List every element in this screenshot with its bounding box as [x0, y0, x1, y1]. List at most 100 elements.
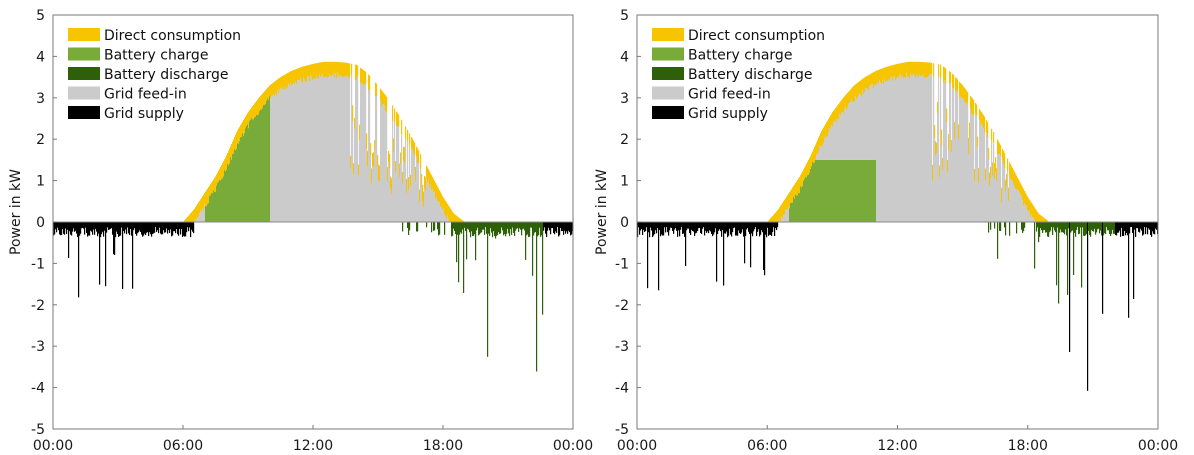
direct-consumption-bar	[1007, 158, 1009, 171]
grid-feed-in-bar	[904, 77, 906, 222]
direct-consumption-bar	[204, 193, 206, 205]
direct-consumption-bar	[301, 67, 303, 83]
grid-feed-in-bar	[817, 154, 819, 160]
battery-discharge-bar	[520, 222, 522, 230]
direct-consumption-bar	[411, 136, 413, 149]
direct-consumption-bar	[844, 96, 846, 110]
grid-supply-bar	[161, 222, 163, 235]
grid-feed-in-bar	[940, 77, 942, 222]
grid-feed-in-bar	[302, 83, 304, 223]
direct-consumption-bar	[795, 183, 797, 195]
direct-consumption-bar	[907, 61, 909, 77]
grid-feed-in-bar	[351, 74, 353, 222]
grid-feed-in-bar	[373, 166, 375, 222]
grid-feed-in-bar	[950, 83, 952, 222]
direct-consumption-bar	[822, 129, 824, 146]
battery-charge-bar	[849, 159, 851, 222]
grid-feed-in-bar	[1021, 195, 1023, 222]
grid-feed-in-bar	[952, 87, 954, 222]
direct-consumption-bar	[246, 114, 248, 126]
battery-discharge-bar	[1106, 222, 1108, 228]
grid-supply-bar	[65, 222, 67, 229]
grid-feed-in-bar	[384, 105, 386, 222]
direct-consumption-bar	[959, 81, 961, 98]
battery-charge-bar	[837, 159, 839, 222]
grid-supply-bar	[732, 222, 734, 233]
grid-feed-in-bar	[929, 73, 931, 222]
grid-feed-in-bar	[838, 119, 840, 160]
direct-consumption-bar	[878, 69, 880, 84]
grid-supply-bar	[55, 222, 57, 230]
battery-discharge-bar	[534, 222, 536, 233]
grid-feed-in-bar	[367, 166, 369, 222]
grid-supply-bar	[720, 222, 722, 232]
grid-feed-in-bar	[201, 212, 203, 222]
direct-consumption-bar	[908, 61, 910, 77]
battery-charge-bar	[225, 171, 227, 222]
grid-feed-in-bar	[387, 181, 389, 222]
grid-supply-bar	[1144, 222, 1146, 228]
direct-consumption-bar	[815, 144, 817, 160]
grid-feed-in-bar	[909, 78, 911, 222]
direct-consumption-bar	[263, 92, 265, 106]
battery-discharge-bar	[540, 222, 542, 237]
direct-consumption-bar	[802, 171, 804, 186]
direct-consumption-bar	[303, 66, 305, 77]
direct-consumption-bar	[229, 148, 231, 164]
direct-consumption-bar	[232, 141, 234, 155]
grid-feed-in-bar	[330, 75, 332, 222]
grid-supply-bar	[1149, 222, 1151, 230]
direct-consumption-bar	[392, 105, 394, 122]
battery-charge-bar	[215, 192, 217, 222]
battery-charge-bar	[858, 159, 860, 222]
grid-supply-bar	[138, 222, 140, 233]
direct-consumption-bar	[935, 141, 937, 156]
grid-supply-bar	[775, 222, 777, 228]
grid-supply-bar	[648, 222, 650, 233]
direct-consumption-bar	[330, 61, 332, 76]
grid-feed-in-bar	[353, 174, 355, 222]
grid-supply-bar	[75, 222, 77, 231]
battery-discharge-bar	[1092, 222, 1094, 232]
direct-consumption-bar	[797, 179, 799, 196]
grid-feed-in-bar	[383, 104, 385, 222]
grid-feed-in-bar	[1031, 214, 1033, 222]
direct-consumption-bar	[828, 118, 830, 132]
grid-feed-in-bar	[374, 150, 376, 222]
battery-discharge-bar	[1023, 222, 1025, 232]
direct-consumption-bar	[885, 67, 887, 82]
direct-consumption-bar	[456, 215, 458, 222]
grid-supply-bar	[173, 222, 175, 232]
grid-feed-in-bar	[1004, 168, 1006, 222]
battery-discharge-bar	[1053, 222, 1055, 228]
battery-charge-bar	[839, 159, 841, 222]
direct-consumption-bar	[457, 216, 459, 222]
direct-consumption-bar	[951, 140, 953, 153]
grid-supply-bar	[94, 222, 96, 235]
direct-consumption-bar	[396, 111, 398, 126]
battery-discharge-bar	[1083, 222, 1085, 236]
direct-consumption-bar	[379, 165, 381, 182]
grid-supply-bar	[1122, 222, 1124, 237]
direct-consumption-bar	[904, 62, 906, 78]
grid-supply-bar	[693, 222, 695, 232]
y-tick-label: 4	[36, 49, 45, 65]
battery-charge-bar	[261, 109, 263, 222]
grid-feed-in-bar	[884, 78, 886, 223]
direct-consumption-bar	[1013, 169, 1015, 184]
grid-supply-bar	[1155, 222, 1157, 229]
grid-feed-in-bar	[434, 191, 436, 222]
direct-consumption-bar	[947, 160, 949, 173]
grid-supply-bar	[1145, 222, 1147, 235]
direct-consumption-bar	[1009, 162, 1011, 176]
direct-consumption-bar	[772, 215, 774, 222]
battery-discharge-bar	[462, 222, 464, 230]
direct-consumption-bar	[364, 70, 366, 86]
direct-consumption-bar	[931, 62, 933, 75]
grid-feed-in-bar	[428, 180, 430, 222]
grid-feed-in-bar	[891, 76, 893, 222]
grid-feed-in-bar	[284, 87, 286, 222]
grid-feed-in-bar	[996, 181, 998, 222]
battery-charge-bar	[816, 159, 818, 222]
